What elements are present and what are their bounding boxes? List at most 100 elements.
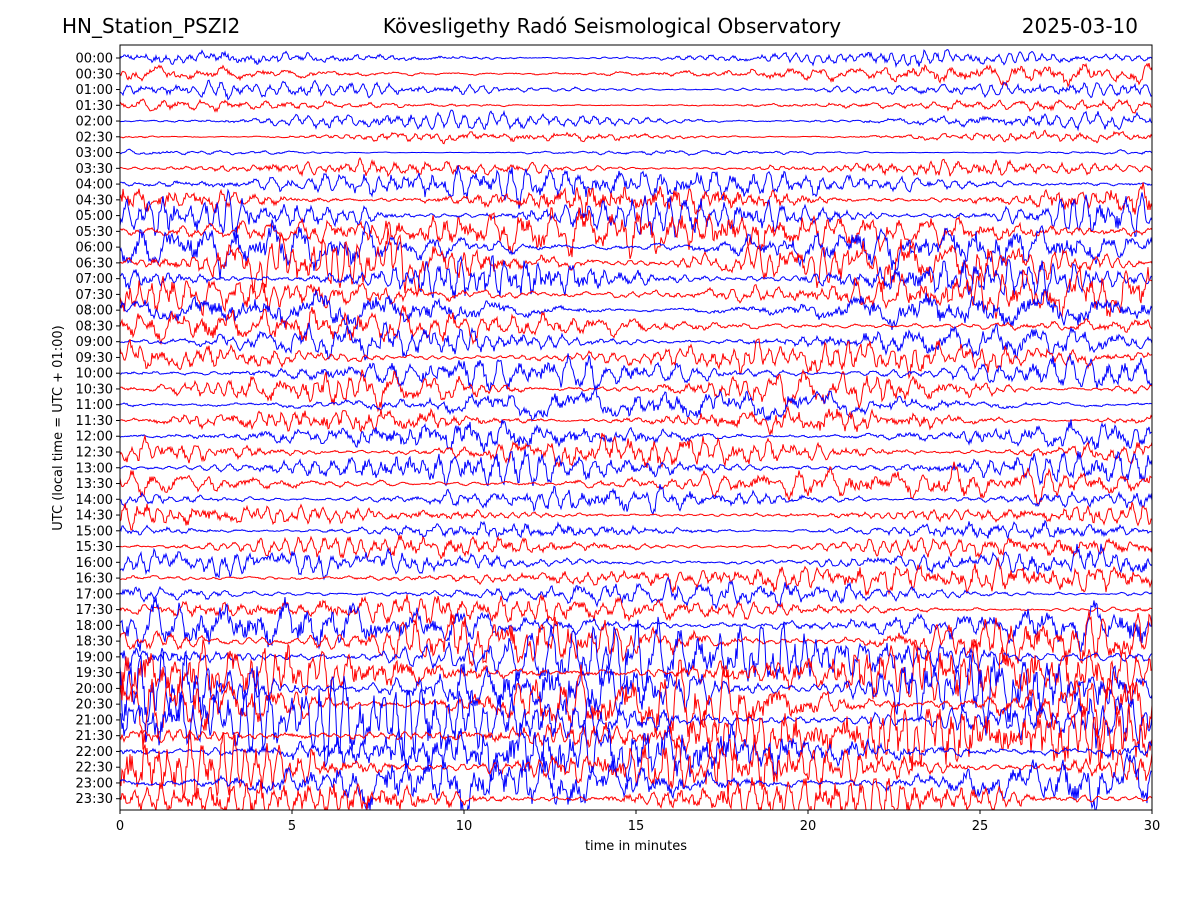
x-axis: 0 5 10 15 20 25 30: [116, 810, 1160, 834]
x-axis-label: time in minutes: [585, 839, 687, 854]
trace-0530: [120, 207, 1152, 259]
y-tick-label: 00:00: [76, 52, 113, 67]
x-tick-label: 10: [456, 819, 473, 834]
trace-0800: [120, 288, 1152, 330]
trace-1130: [120, 405, 1152, 436]
y-tick-label: 22:30: [76, 761, 113, 776]
trace-1030: [120, 368, 1152, 413]
y-tick-label: 19:30: [76, 666, 113, 681]
trace-1500: [120, 519, 1152, 540]
x-tick-label: 20: [800, 819, 817, 834]
trace-1400: [120, 484, 1152, 516]
y-tick-label: 14:30: [76, 509, 113, 524]
y-tick-label: 04:00: [76, 178, 113, 193]
trace-0400: [120, 165, 1152, 209]
y-tick-label: 08:30: [76, 319, 113, 334]
y-tick-label: 16:00: [76, 556, 113, 571]
y-tick-label: 07:30: [76, 288, 113, 303]
trace-0000: [120, 49, 1152, 69]
trace-1600: [120, 543, 1152, 581]
y-tick-label: 21:30: [76, 729, 113, 744]
trace-1700: [120, 576, 1152, 610]
trace-1900: [120, 616, 1152, 692]
trace-1430: [120, 501, 1152, 531]
y-tick-label: 14:00: [76, 493, 113, 508]
trace-0300: [120, 148, 1152, 156]
trace-0200: [120, 109, 1152, 132]
trace-2300: [120, 752, 1152, 810]
y-tick-label: 23:30: [76, 792, 113, 807]
y-tick-label: 02:30: [76, 130, 113, 145]
y-tick-label: 09:30: [76, 351, 113, 366]
y-tick-label: 09:00: [76, 335, 113, 350]
y-tick-label: 20:00: [76, 682, 113, 697]
y-tick-label: 00:30: [76, 67, 113, 82]
trace-0030: [120, 62, 1152, 88]
x-tick-label: 30: [1144, 819, 1161, 834]
station-label: HN_Station_PSZI2: [62, 14, 241, 38]
y-tick-label: 11:00: [76, 398, 113, 413]
trace-1830: [120, 610, 1152, 667]
x-tick-label: 25: [972, 819, 989, 834]
y-tick-label: 03:30: [76, 162, 113, 177]
trace-0130: [120, 98, 1152, 114]
trace-0600: [120, 219, 1152, 280]
y-tick-label: 12:30: [76, 446, 113, 461]
y-axis: 00:0000:3001:0001:3002:0002:3003:0003:30…: [76, 52, 120, 807]
trace-2230: [120, 729, 1152, 800]
trace-1730: [120, 593, 1152, 625]
y-tick-label: 03:00: [76, 146, 113, 161]
trace-2100: [120, 666, 1152, 768]
trace-1230: [120, 432, 1152, 468]
y-tick-label: 20:30: [76, 698, 113, 713]
trace-0630: [120, 228, 1152, 298]
trace-0330: [120, 156, 1152, 178]
trace-2330: [120, 777, 1152, 810]
y-axis-label: UTC (local time = UTC + 01:00): [51, 325, 66, 530]
y-tick-label: 13:00: [76, 461, 113, 476]
y-tick-label: 15:00: [76, 524, 113, 539]
y-tick-label: 17:00: [76, 587, 113, 602]
trace-layer: [120, 49, 1152, 810]
y-tick-label: 15:30: [76, 540, 113, 555]
trace-0100: [120, 79, 1152, 101]
x-tick-label: 15: [628, 819, 645, 834]
y-tick-label: 01:00: [76, 83, 113, 98]
y-tick-label: 05:00: [76, 209, 113, 224]
y-tick-label: 17:30: [76, 603, 113, 618]
x-tick-label: 5: [288, 819, 296, 834]
trace-1330: [120, 461, 1152, 506]
trace-0900: [120, 321, 1152, 361]
trace-1000: [120, 353, 1152, 393]
y-tick-label: 12:00: [76, 430, 113, 445]
trace-1300: [120, 449, 1152, 487]
date-label: 2025-03-10: [1021, 14, 1138, 38]
y-tick-label: 10:30: [76, 382, 113, 397]
x-tick-label: 0: [116, 819, 124, 834]
trace-2000: [120, 647, 1152, 736]
trace-0430: [120, 182, 1152, 219]
y-tick-label: 10:00: [76, 367, 113, 382]
y-tick-label: 19:00: [76, 650, 113, 665]
y-tick-label: 18:00: [76, 619, 113, 634]
y-tick-label: 06:00: [76, 241, 113, 256]
y-tick-label: 16:30: [76, 572, 113, 587]
y-tick-label: 08:00: [76, 304, 113, 319]
trace-1630: [120, 556, 1152, 596]
trace-2130: [120, 701, 1152, 771]
trace-1530: [120, 534, 1152, 560]
trace-0830: [120, 305, 1152, 346]
chart-title: Kövesligethy Radó Seismological Observat…: [382, 14, 842, 38]
y-tick-label: 11:30: [76, 414, 113, 429]
y-tick-label: 23:00: [76, 776, 113, 791]
y-tick-label: 01:30: [76, 99, 113, 114]
trace-0700: [120, 255, 1152, 299]
trace-0730: [120, 266, 1152, 319]
y-tick-label: 21:00: [76, 713, 113, 728]
y-tick-label: 07:00: [76, 272, 113, 287]
y-tick-label: 06:30: [76, 256, 113, 271]
trace-2200: [120, 720, 1152, 783]
y-tick-label: 13:30: [76, 477, 113, 492]
trace-2030: [120, 659, 1152, 752]
